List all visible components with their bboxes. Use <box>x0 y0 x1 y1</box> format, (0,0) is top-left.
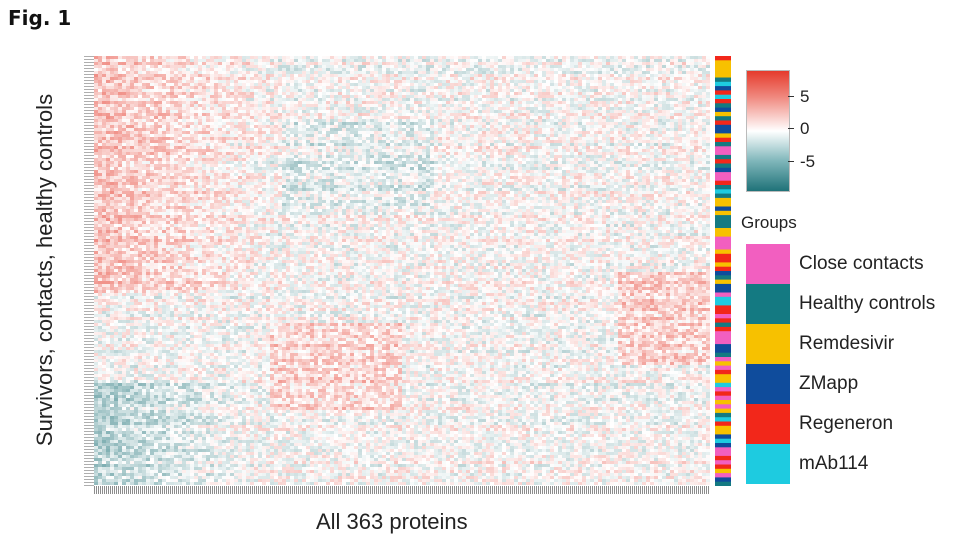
figure-label: Fig. 1 <box>8 6 71 30</box>
legend-label-close-contacts: Close contacts <box>799 253 924 275</box>
legend-swatch-remdesivir <box>746 324 790 364</box>
group-strip-svg <box>715 56 731 486</box>
colorbar-label-0: 0 <box>800 120 809 137</box>
heatmap-svg <box>94 56 710 486</box>
legend-swatch-healthy-controls <box>746 284 790 324</box>
legend-label-regeneron: Regeneron <box>799 413 893 435</box>
group-annotation-strip <box>715 56 731 486</box>
colorbar-label-5: 5 <box>800 88 809 105</box>
heatmap <box>94 56 710 486</box>
colorbar-tick-neg5 <box>788 161 794 162</box>
legend-label-healthy-controls: Healthy controls <box>799 293 935 315</box>
y-axis-label: Survivors, contacts, healthy controls <box>32 94 58 446</box>
legend-label-zmapp: ZMapp <box>799 373 858 395</box>
legend-label-mab114: mAb114 <box>799 453 868 475</box>
legend-swatch-zmapp <box>746 364 790 404</box>
colorbar-tick-5 <box>788 96 794 97</box>
legend-title: Groups <box>741 213 797 233</box>
colorbar-tick-0 <box>788 128 794 129</box>
x-axis-label: All 363 proteins <box>316 509 468 535</box>
column-tick-marks <box>94 486 710 494</box>
colorbar-label-neg5: -5 <box>800 153 815 170</box>
colorbar <box>746 70 790 192</box>
legend-label-remdesivir: Remdesivir <box>799 333 894 355</box>
legend-swatch-mab114 <box>746 444 790 484</box>
legend-swatch-regeneron <box>746 404 790 444</box>
row-tick-marks <box>84 56 94 486</box>
legend-swatch-close-contacts <box>746 244 790 284</box>
